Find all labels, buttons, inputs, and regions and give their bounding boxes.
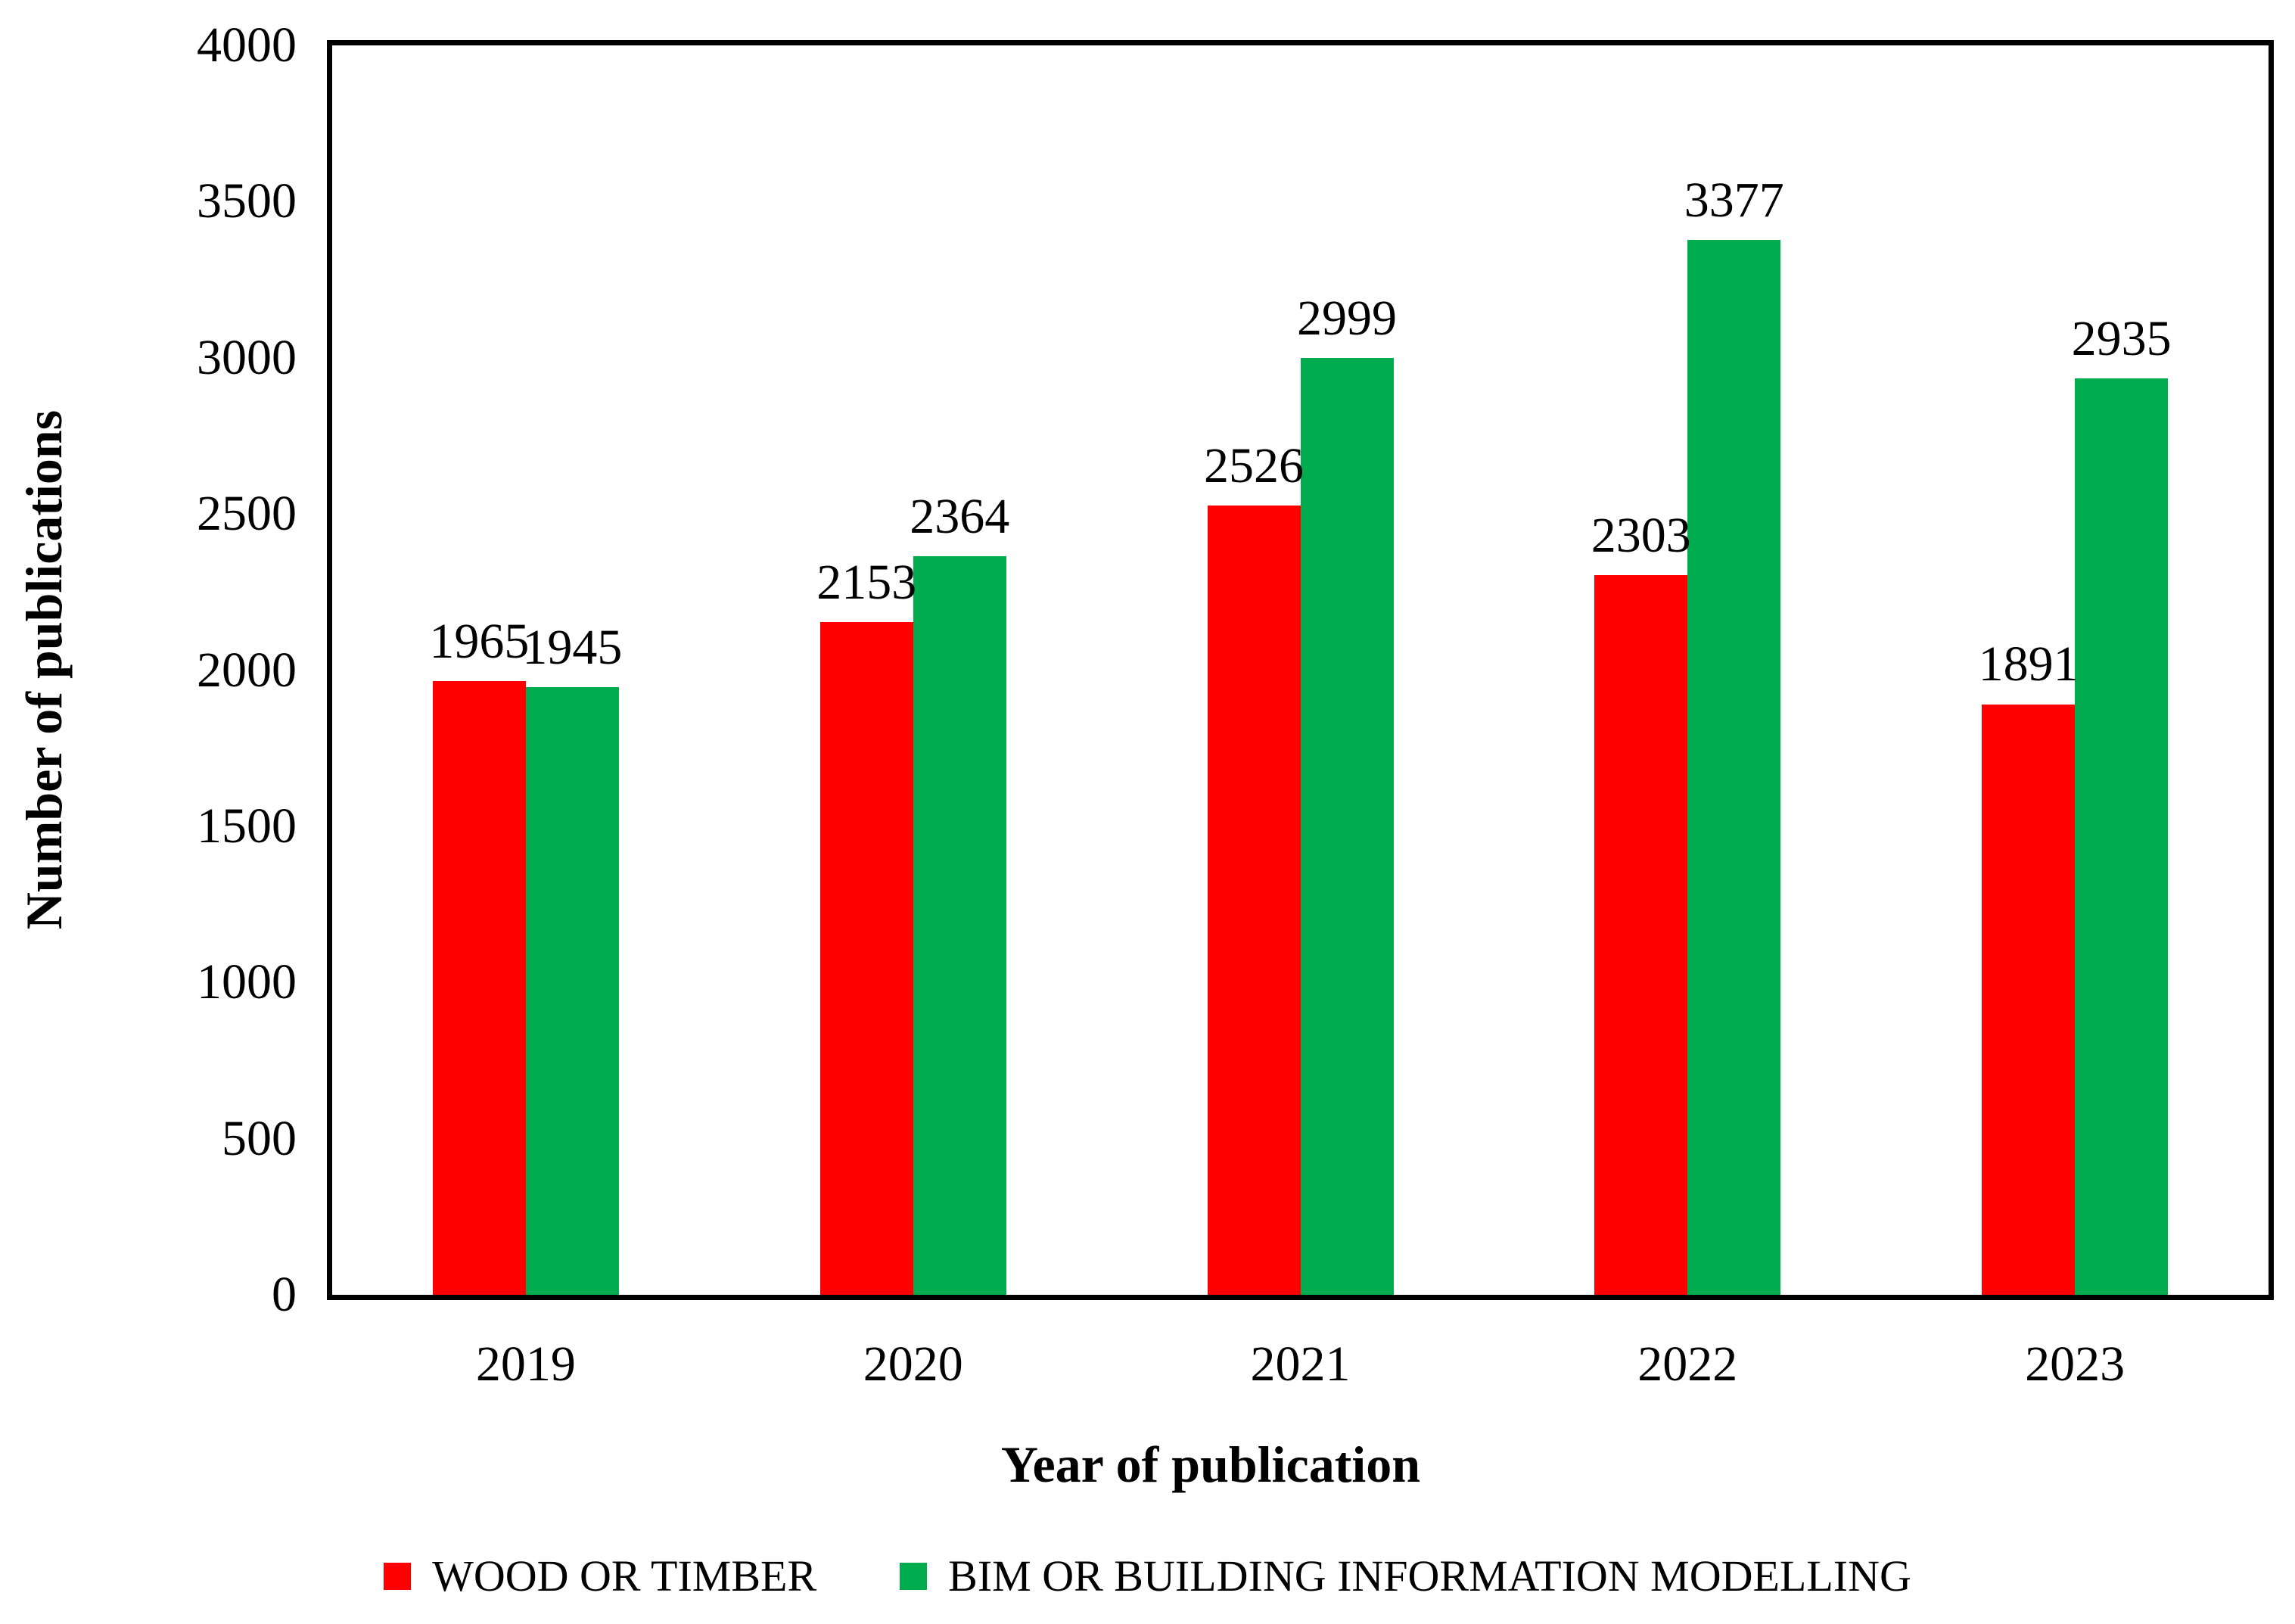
data-label-2021-series-0: 2526	[1204, 438, 1304, 494]
bar-2022-series-1	[1687, 240, 1781, 1295]
y-tick-label-3000: 3000	[197, 329, 297, 385]
y-tick-label-2000: 2000	[197, 642, 297, 698]
x-tick-label-2020: 2020	[863, 1336, 963, 1392]
x-tick-label-2021: 2021	[1250, 1336, 1351, 1392]
bar-2020-series-1	[913, 556, 1006, 1295]
data-label-2022-series-1: 3377	[1684, 173, 1784, 229]
x-tick-label-2023: 2023	[2025, 1336, 2126, 1392]
y-tick-label-1000: 1000	[197, 954, 297, 1010]
data-label-2022-series-0: 2303	[1591, 508, 1691, 564]
y-tick-label-4000: 4000	[197, 17, 297, 73]
data-label-2020-series-0: 2153	[816, 555, 917, 611]
data-label-2021-series-1: 2999	[1297, 291, 1397, 347]
y-tick-label-500: 500	[222, 1110, 297, 1166]
plot-area	[327, 40, 2274, 1300]
x-tick-label-2022: 2022	[1637, 1336, 1738, 1392]
data-label-2019-series-0: 1965	[429, 613, 530, 669]
y-tick-label-1500: 1500	[197, 798, 297, 854]
legend-item-wood: WOOD OR TIMBER	[384, 1550, 816, 1603]
bar-2023-series-0	[1982, 704, 2076, 1295]
bar-2021-series-1	[1300, 358, 1394, 1295]
legend: WOOD OR TIMBER BIM OR BUILDING INFORMATI…	[0, 1550, 2295, 1603]
y-tick-label-2500: 2500	[197, 486, 297, 542]
legend-label-wood: WOOD OR TIMBER	[432, 1551, 817, 1601]
data-label-2023-series-1: 2935	[2071, 310, 2172, 366]
y-tick-label-3500: 3500	[197, 173, 297, 229]
data-label-2023-series-0: 1891	[1978, 636, 2079, 692]
legend-item-bim: BIM OR BUILDING INFORMATION MODELLING	[900, 1550, 1911, 1603]
bar-2019-series-0	[432, 680, 526, 1295]
legend-swatch-wood	[384, 1563, 412, 1590]
x-axis-title: Year of publication	[1000, 1436, 1421, 1493]
bar-2019-series-1	[525, 687, 619, 1295]
y-tick-label-0: 0	[272, 1267, 297, 1322]
data-label-2020-series-1: 2364	[910, 489, 1010, 545]
bar-2021-series-0	[1207, 506, 1301, 1295]
bar-2020-series-0	[819, 622, 913, 1295]
legend-label-bim: BIM OR BUILDING INFORMATION MODELLING	[948, 1551, 1911, 1601]
legend-swatch-bim	[900, 1563, 928, 1590]
bar-2022-series-0	[1594, 575, 1688, 1295]
data-label-2019-series-1: 1945	[522, 620, 623, 676]
bar-2023-series-1	[2075, 378, 2169, 1295]
x-tick-label-2019: 2019	[475, 1336, 576, 1392]
